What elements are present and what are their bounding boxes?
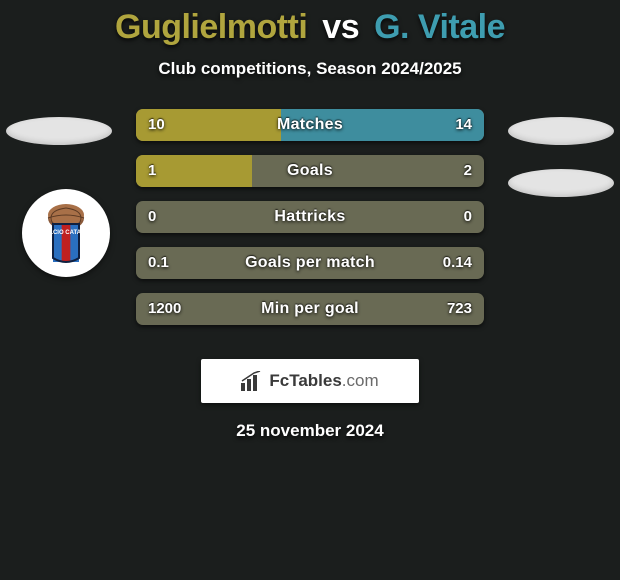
stat-label: Min per goal xyxy=(136,293,484,325)
club1-badge: CALCIO CATANIA xyxy=(22,189,110,277)
stat-row: 1200723Min per goal xyxy=(136,293,484,325)
player1-slot-shadow xyxy=(6,117,112,145)
title-player1: Guglielmotti xyxy=(115,8,307,46)
page-title: Guglielmotti vs G. Vitale xyxy=(0,0,620,47)
title-vs: vs xyxy=(322,8,359,46)
svg-text:CALCIO CATANIA: CALCIO CATANIA xyxy=(41,230,92,236)
title-player2: G. Vitale xyxy=(374,8,505,46)
stat-row: 00Hattricks xyxy=(136,201,484,233)
club-crest-icon: CALCIO CATANIA xyxy=(31,198,101,268)
stat-row: 12Goals xyxy=(136,155,484,187)
date-text: 25 november 2024 xyxy=(0,421,620,441)
stat-row: 1014Matches xyxy=(136,109,484,141)
brand-logo: FcTables.com xyxy=(201,359,419,403)
club2-slot-shadow xyxy=(508,169,614,197)
comparison-stage: CALCIO CATANIA 1014Matches 12Goals 00Hattr… xyxy=(0,109,620,349)
bars-icon xyxy=(241,371,263,391)
stat-bars: 1014Matches 12Goals 00Hattricks 0.10.14Goal… xyxy=(136,109,484,339)
stat-label: Goals per match xyxy=(136,247,484,279)
player2-slot-shadow xyxy=(508,117,614,145)
stat-label: Matches xyxy=(136,109,484,141)
subtitle: Club competitions, Season 2024/2025 xyxy=(0,59,620,79)
stat-label: Hattricks xyxy=(136,201,484,233)
stat-label: Goals xyxy=(136,155,484,187)
brand-thin: .com xyxy=(342,371,379,390)
brand-bold: FcTables xyxy=(269,371,341,390)
stat-row: 0.10.14Goals per match xyxy=(136,247,484,279)
